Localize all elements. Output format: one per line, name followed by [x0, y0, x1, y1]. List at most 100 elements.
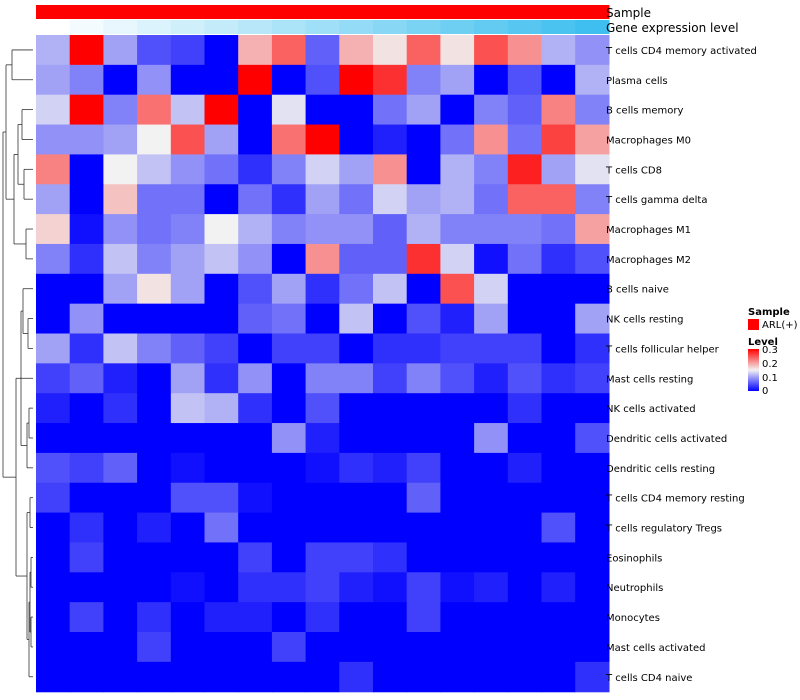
- heatmap-cell: [339, 423, 374, 454]
- heatmap-cell: [474, 423, 509, 454]
- heatmap-cell: [373, 632, 408, 663]
- heatmap-cell: [103, 273, 138, 305]
- annotation-cell: [137, 5, 172, 19]
- heatmap-cell: [406, 423, 441, 454]
- heatmap-cell: [440, 542, 475, 573]
- heatmap-cell: [137, 154, 172, 185]
- heatmap-cell: [507, 602, 543, 633]
- heatmap-cell: [170, 124, 206, 155]
- heatmap-cell: [36, 154, 71, 185]
- heatmap-cell: [36, 482, 71, 514]
- heatmap-cell: [69, 542, 104, 573]
- heatmap-cell: [507, 512, 543, 544]
- heatmap-cell: [440, 423, 475, 454]
- heatmap-cell: [36, 94, 71, 126]
- heatmap-cell: [575, 661, 610, 693]
- heatmap-cell: [507, 333, 543, 364]
- heatmap-cell: [440, 214, 475, 245]
- heatmap-cell: [507, 393, 543, 424]
- heatmap-cell: [339, 452, 374, 484]
- heatmap-cell: [271, 214, 307, 245]
- heatmap-cell: [36, 333, 71, 364]
- annotation-cell: [103, 5, 138, 19]
- heatmap-cell: [575, 94, 610, 126]
- annotation-tracks: [36, 5, 610, 34]
- heatmap-cell: [507, 452, 543, 484]
- legend-sample-title: Sample: [748, 307, 790, 318]
- heatmap-cell: [103, 452, 138, 484]
- heatmap-cell: [204, 214, 239, 245]
- heatmap-cell: [474, 184, 509, 215]
- heatmap-cell: [69, 214, 104, 245]
- heatmap-cell: [541, 363, 576, 394]
- heatmap-cell: [103, 243, 138, 275]
- heatmap-cell: [271, 632, 307, 663]
- row-label: T cells CD8: [605, 165, 662, 176]
- heatmap-cell: [238, 661, 273, 693]
- heatmap-cell: [440, 154, 475, 185]
- heatmap-cell: [170, 393, 206, 424]
- heatmap-cell: [474, 452, 509, 484]
- heatmap-cell: [507, 661, 543, 693]
- heatmap-cell: [507, 303, 543, 335]
- heatmap-cell: [305, 154, 340, 185]
- heatmap-cell: [541, 602, 576, 633]
- heatmap-cell: [137, 482, 172, 514]
- heatmap-cell: [271, 602, 307, 633]
- annotation-cell: [103, 20, 138, 34]
- heatmap-cell: [339, 572, 374, 603]
- heatmap-cell: [137, 303, 172, 335]
- heatmap-cell: [575, 124, 610, 155]
- heatmap-cell: [339, 363, 374, 394]
- row-label: Plasma cells: [606, 76, 668, 87]
- legend-sample-label: ARL(+): [762, 320, 798, 331]
- heatmap-cell: [373, 214, 408, 245]
- heatmap-cell: [170, 363, 206, 394]
- heatmap-cell: [440, 482, 475, 514]
- annotation-cell: [406, 5, 441, 19]
- heatmap-cell: [507, 632, 543, 663]
- row-label: T cells gamma delta: [605, 195, 707, 206]
- row-label: Mast cells activated: [606, 643, 705, 654]
- legend-sample-swatch: [748, 319, 759, 330]
- heatmap-cell: [373, 154, 408, 185]
- heatmap-cell: [103, 303, 138, 335]
- heatmap-cell: [373, 512, 408, 544]
- heatmap-cell: [69, 94, 104, 126]
- heatmap-cell: [339, 154, 374, 185]
- heatmap-cell: [36, 661, 71, 693]
- heatmap-cell: [271, 512, 307, 544]
- heatmap-cell: [170, 632, 206, 663]
- heatmap-cell: [36, 243, 71, 275]
- heatmap-cell: [204, 572, 239, 603]
- heatmap-cell: [305, 333, 340, 364]
- heatmap-cell: [238, 184, 273, 215]
- heatmap-cell: [103, 423, 138, 454]
- heatmap-cell: [137, 632, 172, 663]
- heatmap-cell: [440, 512, 475, 544]
- legend-level-title: Level: [748, 337, 778, 348]
- annotation-cell: [170, 5, 206, 19]
- heatmap-cell: [373, 273, 408, 305]
- heatmap-cell: [271, 542, 307, 573]
- heatmap-cell: [137, 572, 172, 603]
- heatmap-cell: [137, 243, 172, 275]
- heatmap-cell: [339, 214, 374, 245]
- heatmap-cell: [440, 64, 475, 96]
- heatmap-cell: [339, 602, 374, 633]
- heatmap-cell: [271, 452, 307, 484]
- legend-level-tick: 0.1: [762, 373, 778, 384]
- heatmap-cell: [373, 393, 408, 424]
- heatmap-cell: [440, 602, 475, 633]
- heatmap-cell: [271, 393, 307, 424]
- annotation-cell: [373, 20, 408, 34]
- heatmap-cell: [103, 64, 138, 96]
- heatmap-cell: [204, 94, 239, 126]
- annotation-cell: [406, 20, 441, 34]
- annotation-cell: [373, 5, 408, 19]
- heatmap-cell: [204, 482, 239, 514]
- heatmap-cell: [575, 542, 610, 573]
- heatmap-cell: [36, 602, 71, 633]
- heatmap-cell: [238, 572, 273, 603]
